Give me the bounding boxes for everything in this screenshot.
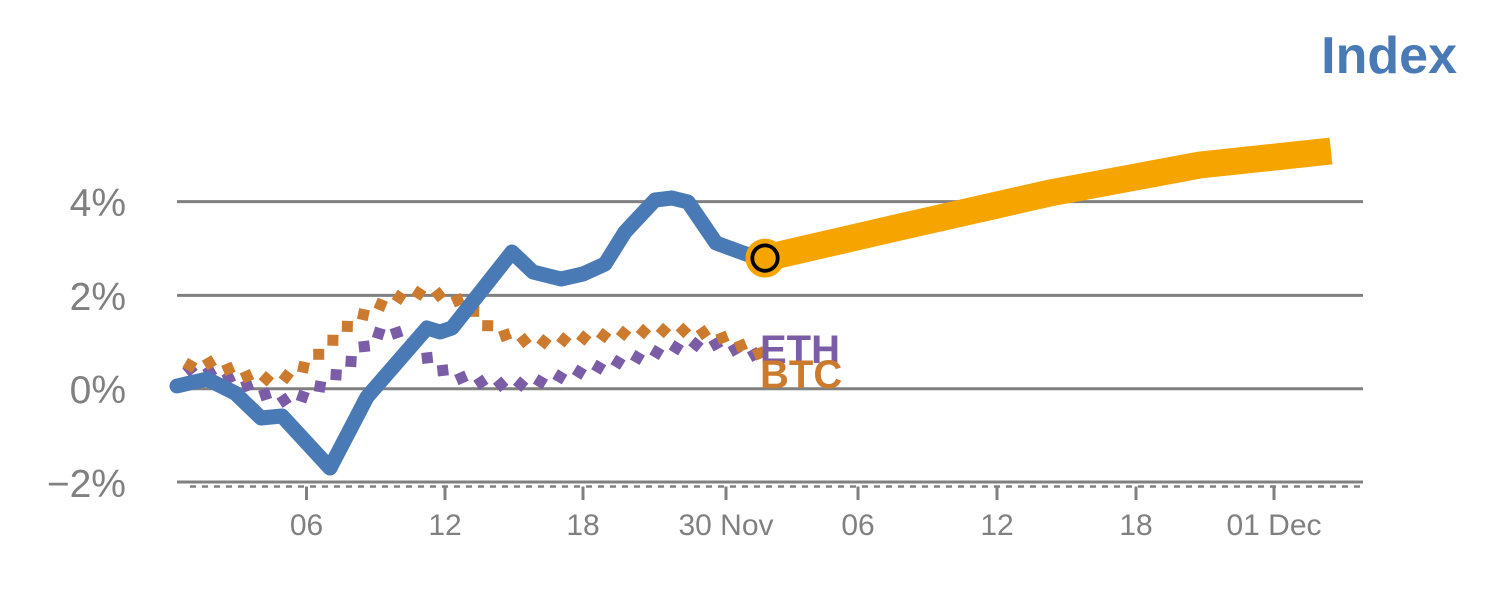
svg-text:−2%: −2% [47,463,126,506]
svg-text:01 Dec: 01 Dec [1226,509,1321,542]
svg-text:0%: 0% [70,369,126,412]
svg-text:06: 06 [290,509,323,542]
svg-text:4%: 4% [70,182,126,225]
svg-text:2%: 2% [70,276,126,319]
svg-text:18: 18 [1119,509,1152,542]
svg-text:Index: Index [1321,27,1457,85]
svg-text:18: 18 [566,509,599,542]
svg-text:06: 06 [841,509,874,542]
svg-text:12: 12 [428,509,461,542]
svg-text:12: 12 [980,509,1013,542]
svg-text:30 Nov: 30 Nov [678,509,773,542]
svg-text:BTC: BTC [760,353,842,397]
